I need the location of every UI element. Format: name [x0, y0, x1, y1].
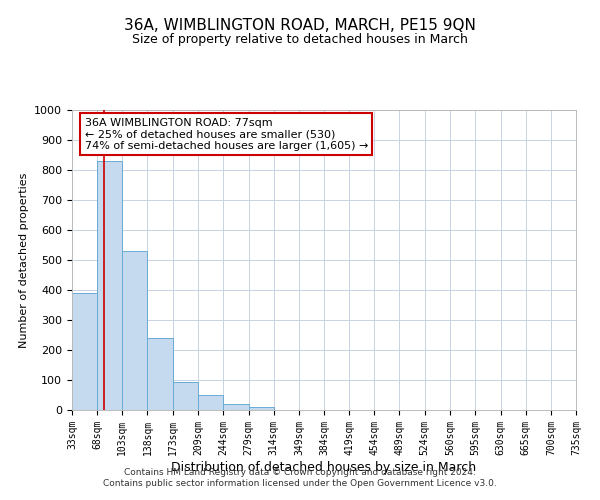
X-axis label: Distribution of detached houses by size in March: Distribution of detached houses by size … — [172, 460, 476, 473]
Bar — [248, 407, 274, 410]
Y-axis label: Number of detached properties: Number of detached properties — [19, 172, 29, 348]
Bar — [122, 251, 148, 410]
Bar — [72, 293, 97, 410]
Bar — [173, 382, 199, 410]
Bar — [199, 395, 223, 410]
Bar — [223, 404, 248, 410]
Text: 36A, WIMBLINGTON ROAD, MARCH, PE15 9QN: 36A, WIMBLINGTON ROAD, MARCH, PE15 9QN — [124, 18, 476, 32]
Text: Size of property relative to detached houses in March: Size of property relative to detached ho… — [132, 32, 468, 46]
Text: Contains HM Land Registry data © Crown copyright and database right 2024.
Contai: Contains HM Land Registry data © Crown c… — [103, 468, 497, 487]
Text: 36A WIMBLINGTON ROAD: 77sqm
← 25% of detached houses are smaller (530)
74% of se: 36A WIMBLINGTON ROAD: 77sqm ← 25% of det… — [85, 118, 368, 150]
Bar — [148, 338, 173, 410]
Bar — [97, 161, 122, 410]
